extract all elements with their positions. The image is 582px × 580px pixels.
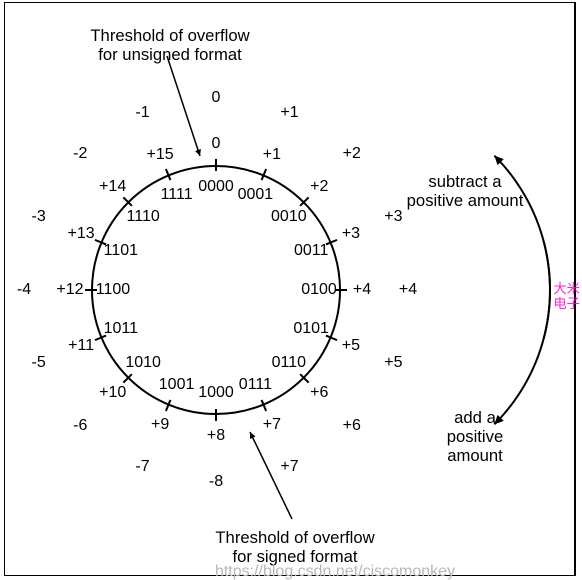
binary-label: 0101 [293,321,329,339]
binary-label: 1111 [161,186,193,204]
caption-bottom-line2: for signed format [233,547,358,566]
unsigned-label: +8 [207,427,225,445]
signed-label: -5 [31,355,45,373]
caption-subtract-line1: subtract a [428,172,501,191]
signed-label: -8 [209,473,223,491]
unsigned-label: +15 [147,146,174,164]
caption-subtract: subtract a positive amount [407,172,524,210]
caption-add: add a positive amount [422,408,529,466]
signed-label: 0 [212,89,221,107]
unsigned-label: +6 [310,384,328,402]
caption-bottom-line1: Threshold of overflow [215,528,374,547]
binary-label: 1000 [198,384,234,402]
signed-label: -2 [73,145,87,163]
unsigned-label: +5 [342,337,360,355]
unsigned-label: +3 [342,225,360,243]
binary-label: 0010 [271,208,307,226]
binary-label: 1100 [96,281,130,299]
binary-label: 1110 [127,208,160,226]
unsigned-label: +13 [68,225,95,243]
binary-label: 1011 [104,321,138,339]
caption-bottom: Threshold of overflow for signed format [215,528,374,566]
signed-label: +1 [280,104,298,122]
unsigned-label: +7 [263,416,281,434]
caption-top: Threshold of overflow for unsigned forma… [90,26,249,64]
caption-top-line2: for unsigned format [98,45,242,64]
caption-subtract-line2: positive amount [407,191,524,210]
signed-label: -1 [135,104,149,122]
caption-top-line1: Threshold of overflow [90,26,249,45]
signed-label: +3 [384,208,402,226]
signed-label: +4 [399,281,417,299]
unsigned-label: 0 [212,135,221,153]
unsigned-label: +2 [310,178,328,196]
caption-add-line1: add a [454,408,496,427]
binary-label: 0001 [238,186,274,204]
unsigned-label: +12 [56,281,83,299]
unsigned-label: +4 [353,281,371,299]
signed-label: +5 [384,355,402,373]
signed-label: -3 [31,208,45,226]
signed-label: +6 [343,417,361,435]
unsigned-label: +9 [151,416,169,434]
caption-add-line2: positive amount [447,427,503,465]
unsigned-label: +14 [99,178,126,196]
binary-label: 0000 [198,178,234,196]
binary-label: 0111 [239,376,272,394]
binary-label: 1101 [104,242,138,260]
signed-label: +7 [280,459,298,477]
binary-label: 0100 [301,281,337,299]
signed-label: -4 [17,281,31,299]
binary-label: 1001 [159,376,195,394]
binary-label: 0110 [272,354,306,372]
unsigned-label: +11 [68,337,94,355]
signed-label: +2 [343,145,361,163]
signed-label: -6 [73,417,87,435]
binary-label: 1010 [125,354,161,372]
binary-label: 0011 [294,242,328,260]
unsigned-label: +1 [263,146,281,164]
unsigned-label: +10 [99,384,126,402]
signed-label: -7 [135,459,149,477]
